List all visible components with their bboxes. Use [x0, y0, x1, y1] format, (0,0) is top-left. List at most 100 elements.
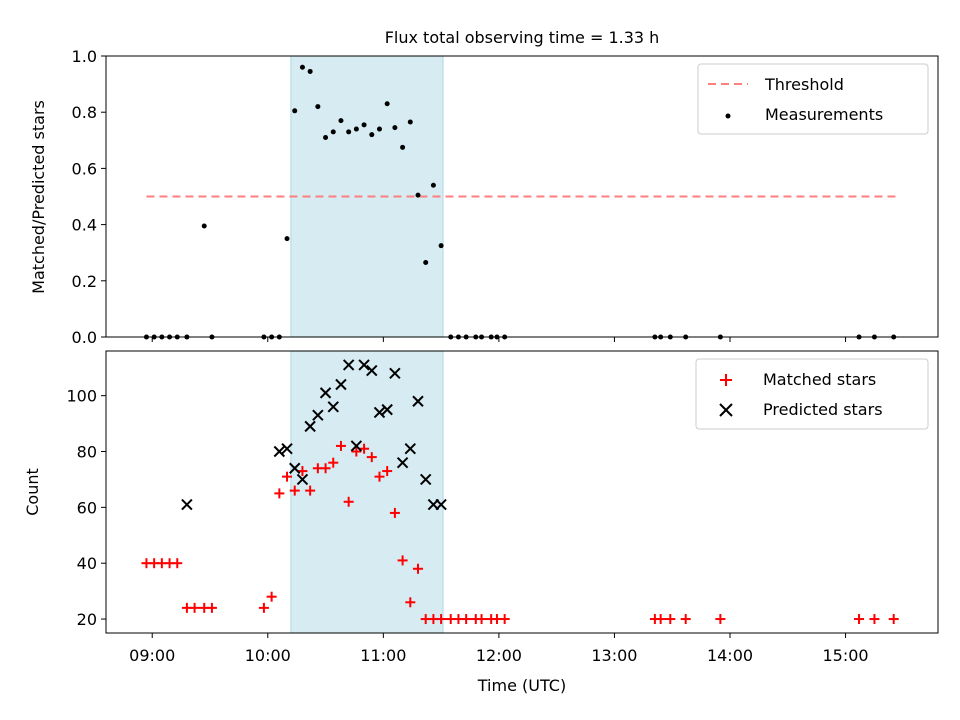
measurement-point — [201, 223, 207, 229]
top-legend-box — [697, 63, 929, 135]
bottom-xlabel: Time (UTC) — [477, 676, 566, 695]
predicted-star-point — [281, 443, 293, 455]
matched-star-point — [297, 466, 308, 477]
top-panel: Flux total observing time = 1.33 h 0.0 0.… — [29, 28, 939, 347]
matched-star-point — [382, 466, 393, 477]
predicted-star-point — [358, 359, 370, 371]
matched-star-point — [854, 614, 865, 625]
measurement-point — [346, 129, 352, 135]
measurement-point — [353, 126, 359, 132]
matched-star-point — [715, 614, 726, 625]
predicted-star-point — [335, 378, 347, 391]
measurement-point — [299, 64, 305, 70]
matched-star-point — [172, 558, 183, 569]
matched-star-point — [266, 591, 277, 602]
measurement-point — [384, 101, 390, 107]
measurement-point — [338, 118, 344, 124]
bottom-highlight-span — [290, 350, 444, 634]
predicted-star-point — [435, 498, 447, 511]
predicted-star-point — [396, 456, 409, 469]
matched-star-point — [476, 614, 487, 625]
bottom-legend: Matched stars Predicted stars — [695, 358, 929, 430]
matched-star-point — [320, 463, 331, 474]
matched-star-point — [189, 602, 200, 613]
predicted-star-point — [273, 445, 286, 458]
predicted-star-point — [312, 409, 324, 421]
measurement-point — [438, 243, 444, 249]
predicted-star-point — [419, 473, 432, 486]
predicted-star-point — [327, 401, 339, 413]
bottom-yaxis-ticks: 20 40 60 80 100 — [66, 387, 106, 629]
xtick-label: 13:00 — [591, 646, 637, 665]
measurement-point — [361, 122, 367, 128]
predicted-star-point — [381, 403, 393, 416]
predicted-star-point — [304, 420, 316, 433]
matched-star-point — [282, 471, 293, 482]
bottom-panel: 20 40 60 80 100 09:00 10:00 11:00 12:00 13:00 14:… — [23, 350, 939, 695]
xtick-label: 09:00 — [129, 646, 175, 665]
matched-star-point — [206, 602, 217, 613]
measurement-point — [400, 144, 406, 150]
matched-star-point — [351, 446, 362, 457]
predicted-star-point — [404, 443, 417, 455]
legend-predicted-swatch — [719, 403, 733, 417]
measurement-point — [392, 125, 398, 131]
matched-star-point — [397, 555, 408, 566]
ytick-label: 80 — [77, 443, 97, 462]
matched-star-point — [389, 507, 400, 518]
legend-matched-label: Matched stars — [763, 370, 876, 389]
predicted-star-point — [350, 440, 363, 452]
predicted-star-point — [373, 406, 386, 419]
predicted-star-point — [342, 359, 355, 371]
measurement-point — [376, 126, 382, 132]
ytick-label: 0.2 — [72, 272, 97, 291]
matched-star-point — [405, 597, 416, 608]
legend-measurements-swatch — [725, 113, 731, 119]
matched-star-point — [374, 471, 385, 482]
matched-star-point — [680, 614, 691, 625]
measurement-point — [430, 182, 436, 188]
ytick-label: 20 — [77, 610, 97, 629]
xtick-label: 14:00 — [707, 646, 753, 665]
matched-star-point — [305, 485, 316, 496]
matched-star-point — [461, 614, 472, 625]
ytick-label: 0.4 — [72, 216, 97, 235]
top-axes-frame — [105, 55, 939, 338]
predicted-stars-points — [181, 359, 447, 511]
ytick-label: 0.6 — [72, 159, 97, 178]
xtick-label: 12:00 — [476, 646, 522, 665]
xtick-label: 11:00 — [360, 646, 406, 665]
measurement-point — [415, 192, 421, 198]
predicted-star-point — [289, 462, 301, 474]
matched-star-point — [888, 614, 899, 625]
matched-star-point — [274, 488, 285, 499]
top-chart-title: Flux total observing time = 1.33 h — [385, 28, 660, 47]
top-legend: Threshold Measurements — [697, 63, 929, 135]
matched-stars-points — [141, 440, 899, 625]
predicted-star-point — [389, 367, 401, 380]
bottom-ylabel: Count — [23, 468, 42, 516]
xtick-label: 15:00 — [823, 646, 869, 665]
matched-star-point — [359, 443, 370, 454]
legend-threshold-label: Threshold — [764, 75, 844, 94]
ytick-label: 0.8 — [72, 103, 97, 122]
predicted-star-point — [181, 498, 193, 511]
measurement-point — [307, 68, 313, 74]
ytick-label: 1.0 — [72, 47, 97, 66]
ytick-label: 60 — [77, 498, 97, 517]
matched-star-point — [655, 614, 666, 625]
bottom-legend-box — [695, 358, 929, 430]
measurement-point — [330, 129, 336, 135]
ytick-label: 0.0 — [72, 328, 97, 347]
legend-matched-swatch — [720, 374, 732, 386]
matched-star-point — [328, 457, 339, 468]
predicted-star-point — [296, 473, 309, 486]
bottom-xaxis-ticks: 09:00 10:00 11:00 12:00 13:00 14:00 15:00 — [129, 633, 869, 665]
matched-star-point — [366, 452, 377, 463]
measurement-point — [323, 134, 329, 140]
predicted-star-point — [412, 395, 424, 407]
legend-measurements-label: Measurements — [765, 105, 883, 124]
ytick-label: 40 — [77, 554, 97, 573]
matched-star-point — [436, 614, 447, 625]
